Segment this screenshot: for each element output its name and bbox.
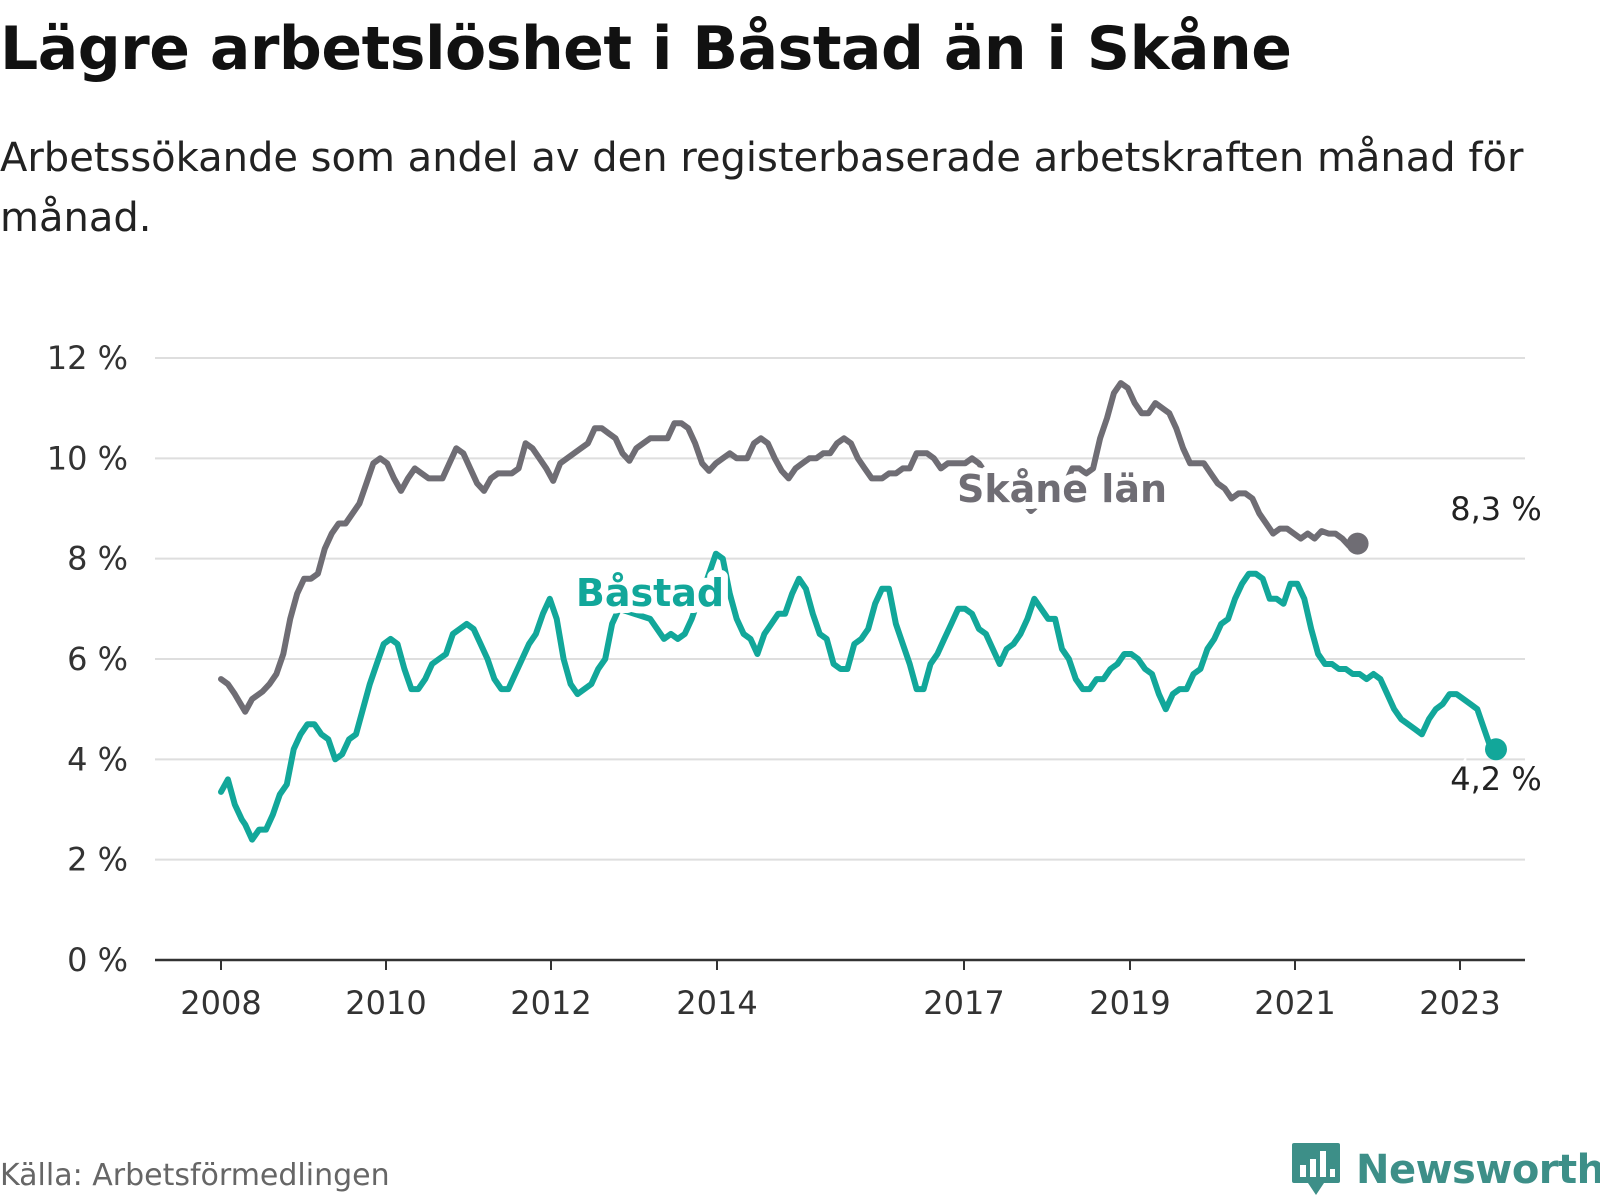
series-label: Båstad [576, 571, 724, 615]
series-labels: Skåne län Båstad 8,3 % 4,2 % [569, 460, 1546, 802]
end-value-label: 4,2 % [1450, 760, 1541, 798]
y-tick-label: 2 % [67, 841, 128, 879]
chart-title: Lägre arbetslöshet i Båstad än i Skåne [0, 14, 1292, 84]
series-lines [218, 380, 1507, 843]
x-tick-label: 2014 [676, 984, 757, 1022]
x-tick-label: 2019 [1089, 984, 1170, 1022]
line-chart: 0 % 2 % 4 % 6 % 8 % 10 % 12 % 2008 2010 2012 2014… [46, 339, 1546, 1022]
x-tick-label: 2017 [923, 984, 1004, 1022]
y-tick-label: 8 % [67, 540, 128, 578]
y-tick-label: 4 % [67, 740, 128, 778]
x-tick-label: 2010 [345, 984, 426, 1022]
y-tick-label: 10 % [47, 439, 128, 477]
x-tick-label: 2021 [1254, 984, 1335, 1022]
x-tick-label: 2012 [510, 984, 591, 1022]
newsworthy-logo-icon [1292, 1143, 1340, 1195]
brand-name: Newsworthy [1356, 1147, 1600, 1193]
source-note: Källa: Arbetsförmedlingen [0, 1158, 390, 1193]
y-tick-label: 6 % [67, 640, 128, 678]
x-tick-label: 2023 [1419, 984, 1500, 1022]
x-tick-label: 2008 [180, 984, 261, 1022]
x-axis: 2008 2010 2012 2014 2017 2019 2021 2023 [155, 958, 1525, 1022]
y-tick-label: 12 % [47, 339, 128, 377]
end-value-label: 8,3 % [1450, 490, 1541, 528]
gridlines [155, 357, 1525, 861]
y-axis-ticks: 0 % 2 % 4 % 6 % 8 % 10 % 12 % [47, 339, 128, 979]
chart-subtitle: Arbetssökande som andel av den registerb… [0, 135, 1524, 241]
series-line-1 [218, 550, 1499, 843]
series-end-point [1485, 738, 1507, 761]
brand-logo: Newsworthy [1290, 1140, 1600, 1200]
series-line-0 [218, 380, 1361, 715]
series-end-point [1346, 532, 1369, 555]
y-tick-label: 0 % [67, 941, 128, 979]
series-label: Skåne län [957, 467, 1167, 511]
